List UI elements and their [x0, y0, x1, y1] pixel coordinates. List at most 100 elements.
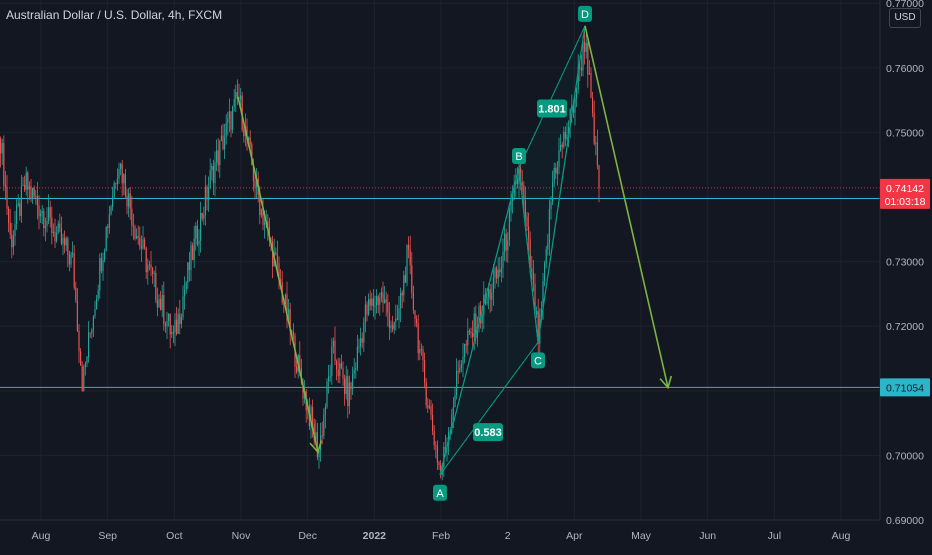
candle [19, 198, 21, 221]
candle-body [513, 184, 515, 196]
candle-body [508, 210, 510, 241]
candle [123, 173, 125, 195]
price-tag-text: 0.71054 [886, 382, 924, 394]
candle [337, 357, 339, 384]
candle [11, 222, 13, 259]
candle [296, 358, 298, 374]
candle [174, 313, 176, 347]
candle-body [195, 226, 197, 239]
candle [392, 315, 394, 333]
pattern-point-label: D [581, 9, 589, 21]
candle [176, 306, 178, 336]
candle-body [502, 251, 504, 268]
time-tick-label: Sep [98, 530, 117, 542]
candle-body [548, 209, 550, 244]
candle [596, 129, 598, 170]
candle [41, 205, 43, 225]
candle-body [30, 186, 32, 198]
candle [332, 337, 334, 354]
currency-button[interactable]: USD [889, 8, 921, 28]
candle [454, 387, 456, 408]
candle-body [344, 378, 346, 394]
candle [150, 251, 152, 277]
projection-arrow [584, 25, 673, 390]
candle [187, 262, 189, 289]
candle-body [174, 319, 176, 333]
candle-body [368, 299, 370, 315]
candle [126, 188, 128, 215]
candle-body [48, 207, 50, 222]
candle [329, 364, 331, 382]
candle [526, 212, 528, 231]
candle-body [312, 407, 314, 424]
candle-body [124, 174, 126, 196]
candle [491, 283, 493, 312]
candle [132, 213, 134, 240]
time-axis[interactable]: Aug Sep Oct Nov Dec 2022 Feb 2 Apr May Jun Jul Aug [0, 519, 880, 542]
candle-body [380, 292, 382, 298]
ratio-label-text: 0.583 [474, 427, 502, 439]
candle [372, 289, 374, 317]
candle [179, 299, 181, 335]
candle-body [33, 187, 35, 197]
candle [9, 208, 11, 240]
ratio-label: 0.583 [473, 423, 503, 442]
candle [376, 289, 378, 314]
candle-body [4, 184, 6, 187]
candle [556, 160, 558, 186]
candle [142, 226, 144, 250]
candle-body [574, 98, 576, 113]
candle [369, 290, 371, 311]
candle [563, 126, 565, 149]
candle-body [20, 185, 22, 216]
candle-body [430, 406, 432, 416]
candle [163, 281, 165, 331]
candle-body [152, 267, 154, 274]
pattern-point-bg [531, 352, 545, 369]
candle [4, 171, 6, 200]
candle [379, 292, 381, 316]
candle [492, 264, 494, 306]
candle [188, 251, 190, 282]
candle-body [209, 170, 211, 188]
ratio-label-bg [473, 423, 503, 442]
candle [262, 198, 264, 231]
candle [544, 260, 546, 287]
candle [217, 138, 219, 172]
candle-body [470, 331, 472, 334]
candle-body [443, 447, 445, 468]
candle [339, 358, 341, 384]
candle-body [8, 208, 10, 223]
candle [198, 229, 200, 256]
candle [35, 189, 37, 205]
candle [323, 408, 325, 440]
candle-body [177, 314, 179, 334]
candle [182, 285, 184, 321]
candle-body [126, 195, 128, 207]
candle [524, 186, 526, 227]
candle-body [540, 308, 542, 315]
candle-body [52, 231, 54, 234]
arrow-shaft [237, 96, 319, 453]
candle-body [275, 252, 277, 255]
candle-body [96, 298, 98, 310]
candle [528, 212, 530, 252]
candle [536, 306, 538, 319]
candle-body [457, 370, 459, 372]
candle [505, 228, 507, 262]
candle [140, 235, 142, 262]
candle-body [70, 253, 72, 265]
candle-body [88, 332, 90, 358]
candle [17, 194, 19, 208]
candle [400, 287, 402, 323]
candle [292, 323, 294, 340]
candle [507, 232, 509, 263]
candle-body [0, 138, 2, 154]
candle [134, 224, 136, 241]
candle-body [56, 232, 58, 241]
candle [393, 321, 395, 335]
price-axis[interactable]: 0.690000.700000.710000.720000.730000.740… [879, 0, 930, 527]
candle [161, 284, 163, 318]
